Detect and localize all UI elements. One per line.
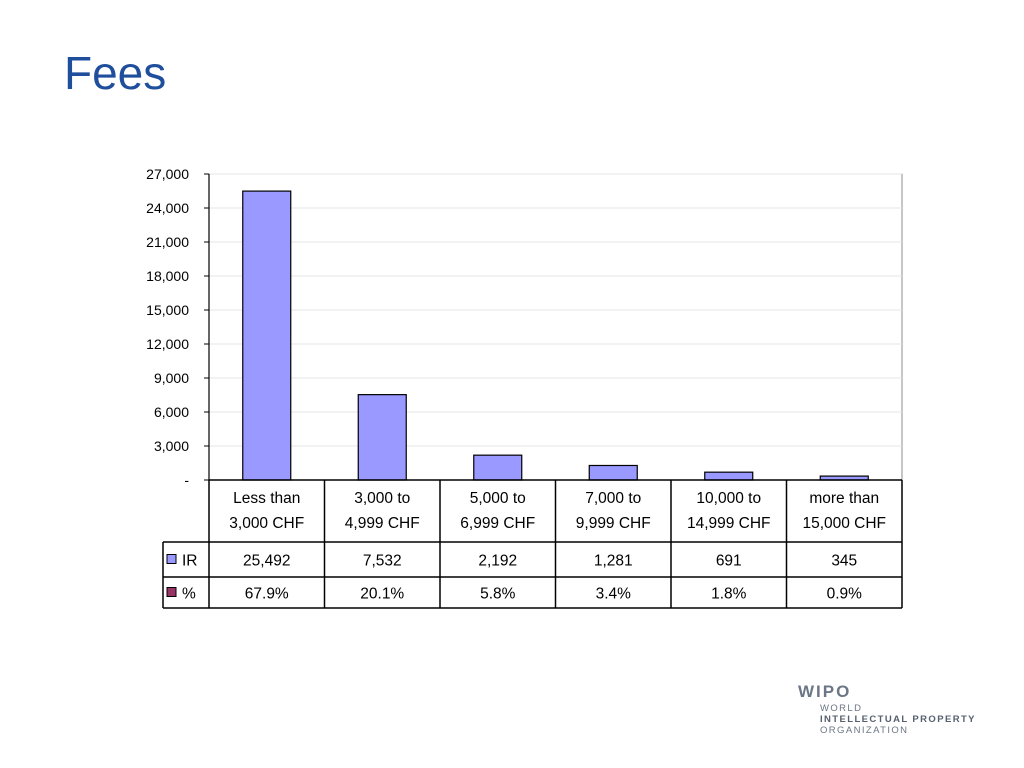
data-label: 345 xyxy=(831,553,857,570)
data-label: 3.4% xyxy=(596,586,632,603)
logo-line-world: WORLD xyxy=(820,703,863,714)
x-tick-label: 14,999 CHF xyxy=(687,515,771,532)
slide-title: Fees xyxy=(64,47,167,99)
data-label: 1,281 xyxy=(594,553,633,570)
data-label: 0.9% xyxy=(827,586,863,603)
legend-label: % xyxy=(182,586,196,603)
data-label: 25,492 xyxy=(243,553,290,570)
data-label: 691 xyxy=(716,553,742,570)
wipo-logo: WIPO WORLD INTELLECTUAL PROPERTY ORGANIZ… xyxy=(798,683,976,736)
data-label: 1.8% xyxy=(711,586,747,603)
y-tick-label: 21,000 xyxy=(146,234,189,250)
bar xyxy=(357,394,407,481)
x-tick-label: 7,000 to xyxy=(585,490,641,507)
x-tick-label: 10,000 to xyxy=(696,490,761,507)
data-label: 7,532 xyxy=(363,553,402,570)
bar xyxy=(242,190,292,481)
legend-key xyxy=(166,587,177,597)
x-tick-label: 15,000 CHF xyxy=(802,515,886,532)
x-tick-label: 4,999 CHF xyxy=(345,515,420,532)
data-label: 5.8% xyxy=(480,586,516,603)
data-label: 20.1% xyxy=(360,586,404,603)
logo-line-org: ORGANIZATION xyxy=(820,725,909,736)
legend-key xyxy=(166,554,177,564)
logo-mark: WIPO xyxy=(798,682,852,701)
y-tick-label: 27,000 xyxy=(146,166,189,182)
x-tick-label: Less than xyxy=(233,490,300,507)
y-tick-label: 15,000 xyxy=(146,302,189,318)
x-tick-label: 9,999 CHF xyxy=(576,515,651,532)
x-tick-label: 5,000 to xyxy=(470,490,526,507)
plot-area xyxy=(208,173,903,481)
y-tick-label: 12,000 xyxy=(146,336,189,352)
x-tick-label: 6,999 CHF xyxy=(460,515,535,532)
logo-line-ip: INTELLECTUAL PROPERTY xyxy=(820,714,976,725)
x-tick-label: 3,000 CHF xyxy=(229,515,304,532)
x-tick-label: 3,000 to xyxy=(354,490,410,507)
data-label: 67.9% xyxy=(245,586,289,603)
y-tick-label: 18,000 xyxy=(146,268,189,284)
data-label: 2,192 xyxy=(478,553,517,570)
y-tick-label: 24,000 xyxy=(146,200,189,216)
y-tick-label: 3,000 xyxy=(154,438,189,454)
bar xyxy=(473,454,523,481)
y-tick-label: 6,000 xyxy=(154,404,189,420)
y-tick-label: - xyxy=(184,472,189,488)
legend-label: IR xyxy=(182,553,198,570)
bar xyxy=(588,464,638,481)
x-tick-label: more than xyxy=(809,490,879,507)
y-tick-label: 9,000 xyxy=(154,370,189,386)
bar xyxy=(704,471,754,481)
